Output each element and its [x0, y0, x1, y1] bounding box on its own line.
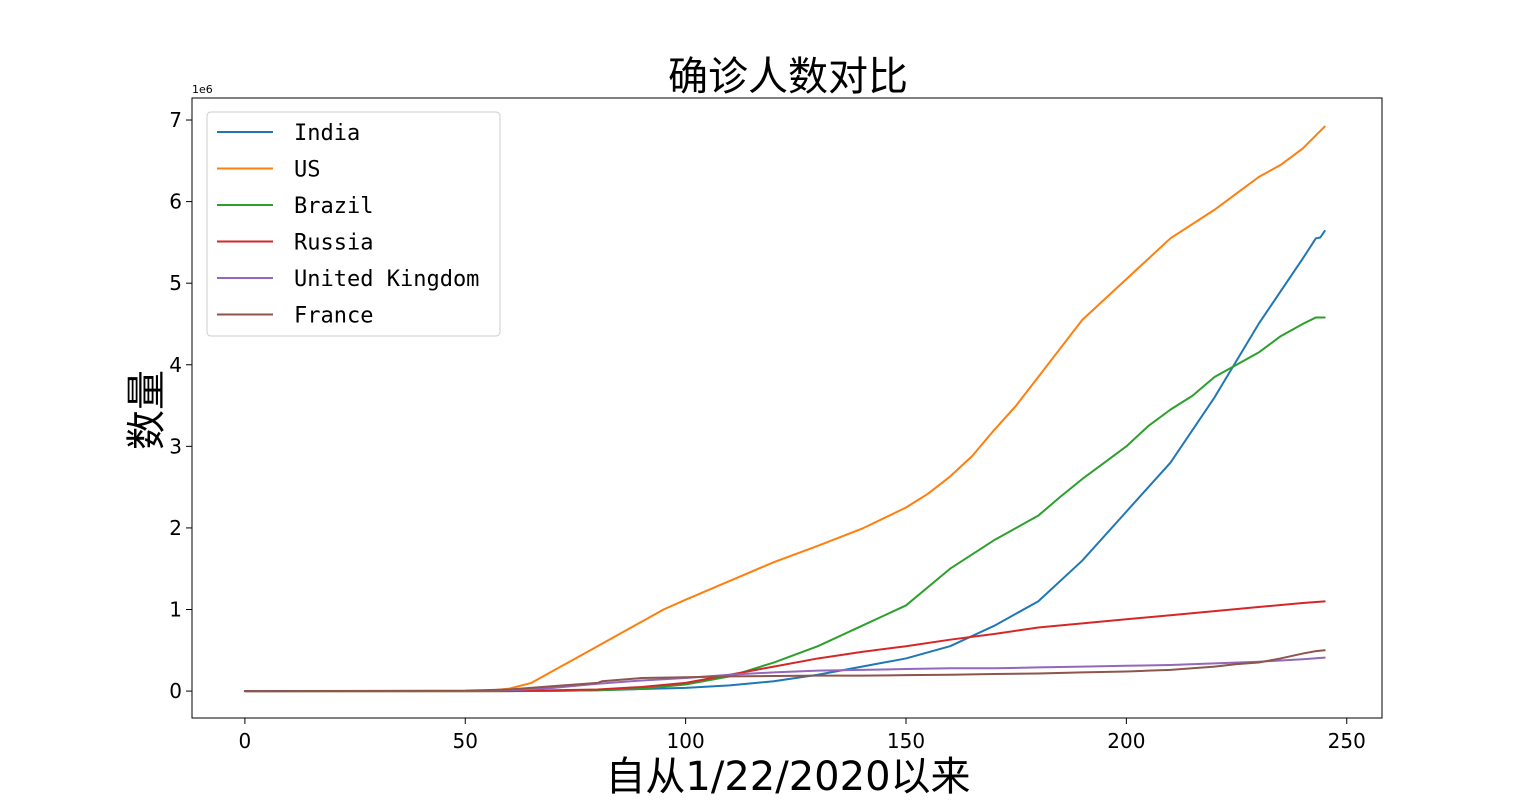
- legend-label-4: United Kingdom: [294, 267, 479, 292]
- legend: India US Brazil Russia United Kingdom France: [206, 111, 501, 337]
- y-offset-label: 1e6: [192, 83, 213, 96]
- x-axis: 0 50 100 150 200 250: [239, 718, 1366, 753]
- legend-box: [206, 111, 501, 337]
- plot-frame: [191, 97, 1383, 719]
- series-layer: [243, 125, 1326, 693]
- chart-title: 确诊人数对比: [668, 54, 908, 100]
- legend-label-1: US: [294, 158, 321, 183]
- y-axis-label: 数量: [124, 370, 170, 450]
- x-tick-label-3: 150: [887, 729, 925, 753]
- x-tick-label-0: 0: [239, 729, 252, 753]
- legend-label-0: India: [294, 121, 360, 146]
- x-tick-label-1: 50: [453, 729, 478, 753]
- y-tick-label-3: 3: [169, 434, 182, 458]
- y-tick-label-1: 1: [169, 598, 182, 622]
- legend-label-3: Russia: [294, 231, 373, 256]
- y-tick-label-7: 7: [169, 108, 182, 132]
- series-line-3: [243, 600, 1326, 693]
- y-axis: 0 1 2 3 4 5 6 7: [169, 108, 192, 703]
- series-line-1: [243, 125, 1326, 693]
- series-line-5: [243, 649, 1326, 693]
- x-tick-label-4: 200: [1107, 729, 1145, 753]
- series-line-2: [243, 316, 1326, 693]
- y-tick-label-4: 4: [169, 353, 182, 377]
- y-tick-label-0: 0: [169, 679, 182, 703]
- legend-label-5: France: [294, 304, 373, 329]
- x-tick-label-5: 250: [1328, 729, 1366, 753]
- series-line-4: [243, 656, 1326, 693]
- x-axis-label: 自从1/22/2020以来: [605, 754, 970, 800]
- y-tick-label-2: 2: [169, 516, 182, 540]
- x-tick-label-2: 100: [667, 729, 705, 753]
- legend-label-2: Brazil: [294, 194, 373, 219]
- y-tick-label-6: 6: [169, 190, 182, 214]
- y-tick-label-5: 5: [169, 271, 182, 295]
